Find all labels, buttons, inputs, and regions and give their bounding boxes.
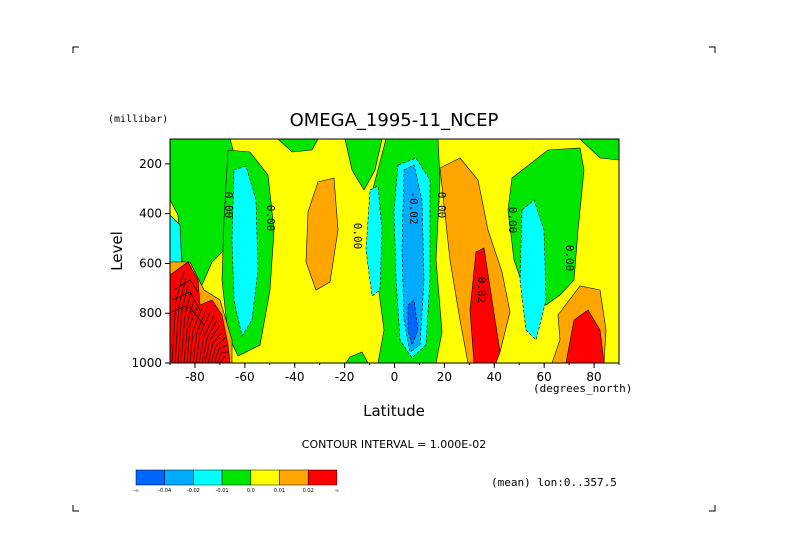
region-green-north-top — [579, 139, 619, 161]
legend-swatch — [193, 469, 223, 486]
x-tick-label: 80 — [586, 370, 601, 384]
y-tick-label: 400 — [139, 207, 162, 221]
x-tick-label: 60 — [537, 370, 552, 384]
legend-boundary-label: -0.01 — [216, 488, 229, 494]
x-tick-label: -60 — [235, 370, 255, 384]
y-axis: 200 400 600 800 1000 — [131, 157, 170, 370]
corner-mark-top-left — [72, 46, 79, 53]
contour-label: -0.02 — [407, 191, 420, 224]
legend-boundary-label: -0.02 — [187, 488, 200, 494]
contour-interval-text: CONTOUR INTERVAL = 1.000E-02 — [302, 438, 486, 451]
contour-label: 0.00 — [506, 207, 519, 234]
legend-boundary-label: -∞ — [133, 488, 139, 494]
subtitle-mean-lon: (mean) lon:0..357.5 — [491, 476, 617, 489]
contour-label: 0.00 — [563, 245, 576, 272]
corner-mark-top-right — [709, 46, 716, 53]
region-orange-south-midlat — [305, 177, 339, 291]
x-axis-units: (degrees_north) — [533, 382, 632, 395]
x-tick-label: 40 — [487, 370, 502, 384]
contour-label: 0.00 — [222, 192, 235, 219]
region-cyan-south — [231, 165, 259, 337]
color-legend: -∞ -0.04 -0.02 -0.01 0.0 0.01 0.02 ∞ — [133, 469, 339, 494]
legend-swatch — [279, 469, 309, 486]
legend-boundary-label: -0.04 — [158, 488, 171, 494]
legend-swatch — [307, 469, 338, 486]
corner-mark-bottom-right — [709, 505, 716, 512]
contour-label: 0.00 — [435, 192, 448, 219]
legend-swatch — [135, 469, 165, 486]
y-axis-label: Level — [108, 231, 126, 271]
x-axis-label: Latitude — [363, 402, 425, 420]
region-green-small — [345, 351, 369, 363]
x-axis: -80 -60 -40 -20 0 20 40 60 80 — [169, 363, 620, 384]
y-tick-label: 800 — [139, 306, 162, 320]
contour-field: 0.00 0.00 0.00 -0.02 0.00 0.02 0.00 0.00 — [170, 139, 619, 363]
y-tick-label: 600 — [139, 256, 162, 270]
region-cyan-north — [519, 199, 547, 341]
corner-mark-bottom-left — [72, 505, 79, 512]
x-tick-label: 20 — [437, 370, 452, 384]
region-darkblue-equator — [407, 299, 419, 346]
x-tick-label: -40 — [285, 370, 305, 384]
x-tick-label: 0 — [391, 370, 399, 384]
legend-boundary-label: 0.01 — [274, 488, 285, 494]
region-blue-equator — [401, 164, 425, 353]
y-axis-units: (millibar) — [108, 114, 168, 125]
y-tick-label: 200 — [139, 157, 162, 171]
contour-label: 0.00 — [351, 223, 364, 250]
contour-labels: 0.00 0.00 0.00 -0.02 0.00 0.02 0.00 0.00 — [222, 191, 576, 303]
region-red-north — [469, 247, 501, 363]
region-green-upper — [344, 139, 383, 191]
legend-swatch — [164, 469, 194, 486]
x-tick-label: -80 — [185, 370, 205, 384]
legend-swatch — [221, 469, 252, 486]
x-tick-label: -20 — [335, 370, 355, 384]
contour-label: 0.02 — [475, 277, 488, 304]
y-tick-label: 1000 — [131, 356, 162, 370]
legend-boundary-label: 0.0 — [247, 488, 255, 494]
legend-boundary-label: ∞ — [335, 488, 339, 494]
legend-swatch — [250, 469, 280, 486]
region-cyan-equator-small — [365, 185, 383, 297]
chart-title: OMEGA_1995-11_NCEP — [290, 110, 499, 131]
antarctic-dense-contours — [171, 271, 229, 363]
region-red-north-polar — [565, 309, 605, 363]
legend-boundary-label: 0.02 — [303, 488, 314, 494]
contour-label: 0.00 — [264, 205, 277, 232]
corner-marks — [72, 46, 716, 512]
region-green-top — [277, 139, 319, 153]
